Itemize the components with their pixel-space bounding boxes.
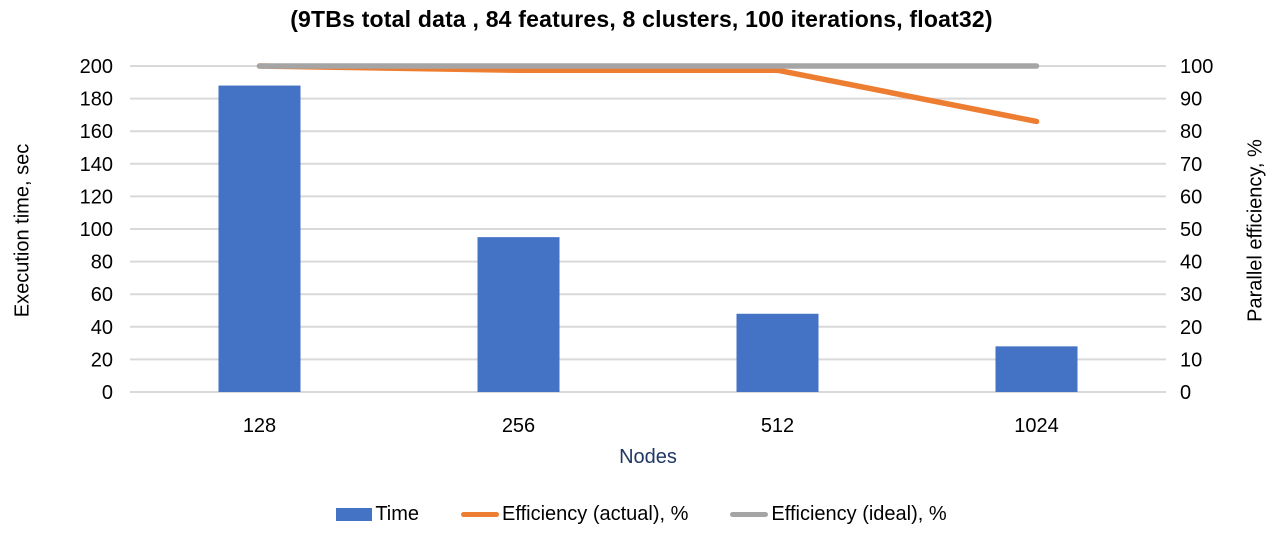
right-y-tick-label: 70 <box>1180 154 1202 176</box>
legend-label: Efficiency (ideal), % <box>771 503 947 525</box>
left-axis-title: Execution time, sec <box>11 143 34 318</box>
left-y-tick-label: 160 <box>80 121 113 143</box>
chart-title: (9TBs total data , 84 features, 8 cluste… <box>290 6 993 32</box>
right-y-tick-label: 20 <box>1180 317 1202 339</box>
time-bar-swatch-icon <box>336 508 373 521</box>
bar-256 <box>477 237 560 392</box>
plot-area: 0 0 20 10 40 20 60 30 80 40 100 50 120 60 140 70 160 80 18… <box>80 56 1214 437</box>
legend-label: Time <box>375 503 420 525</box>
left-y-tick-label: 60 <box>91 284 113 306</box>
left-y-tick-label: 20 <box>91 349 113 371</box>
x-tick-label: 256 <box>502 415 535 437</box>
left-y-tick-label: 200 <box>80 56 113 78</box>
line-series <box>256 63 1040 125</box>
right-y-tick-label: 30 <box>1180 284 1202 306</box>
left-y-tick-label: 80 <box>91 252 113 274</box>
efficiency-actual-line-swatch-icon <box>461 512 500 517</box>
x-tick-label: 128 <box>243 415 276 437</box>
right-y-tick-label: 40 <box>1180 252 1202 274</box>
right-y-tick-label: 100 <box>1180 56 1213 78</box>
right-y-tick-label: 60 <box>1180 186 1202 208</box>
legend-item-efficiency-ideal: Efficiency (ideal), % <box>730 503 947 526</box>
right-y-tick-label: 50 <box>1180 219 1202 241</box>
right-y-tick-label: 10 <box>1180 349 1202 371</box>
right-y-tick-label: 0 <box>1180 382 1191 404</box>
right-y-tick-label: 80 <box>1180 121 1202 143</box>
x-tick-label: 512 <box>761 415 794 437</box>
left-y-tick-label: 140 <box>80 154 113 176</box>
left-y-tick-label: 40 <box>91 317 113 339</box>
legend-item-efficiency-actual: Efficiency (actual), % <box>461 503 688 526</box>
x-axis-title: Nodes <box>619 446 677 468</box>
legend-label: Efficiency (actual), % <box>502 503 689 525</box>
left-y-tick-label: 120 <box>80 186 113 208</box>
right-y-tick-label: 90 <box>1180 89 1202 111</box>
efficiency-ideal-line-swatch-icon <box>730 512 769 517</box>
right-axis-title: Parallel efficiency, % <box>1244 139 1267 322</box>
x-tick-label: 1024 <box>1014 415 1059 437</box>
chart-legend: Time Efficiency (actual), % Efficiency (… <box>0 503 1283 526</box>
left-y-tick-label: 100 <box>80 219 113 241</box>
bar-1024 <box>995 346 1078 392</box>
left-y-tick-label: 180 <box>80 89 113 111</box>
legend-item-time: Time <box>336 503 419 526</box>
left-y-tick-label: 0 <box>102 382 113 404</box>
bar-512 <box>736 313 819 392</box>
bar-128 <box>218 85 301 392</box>
